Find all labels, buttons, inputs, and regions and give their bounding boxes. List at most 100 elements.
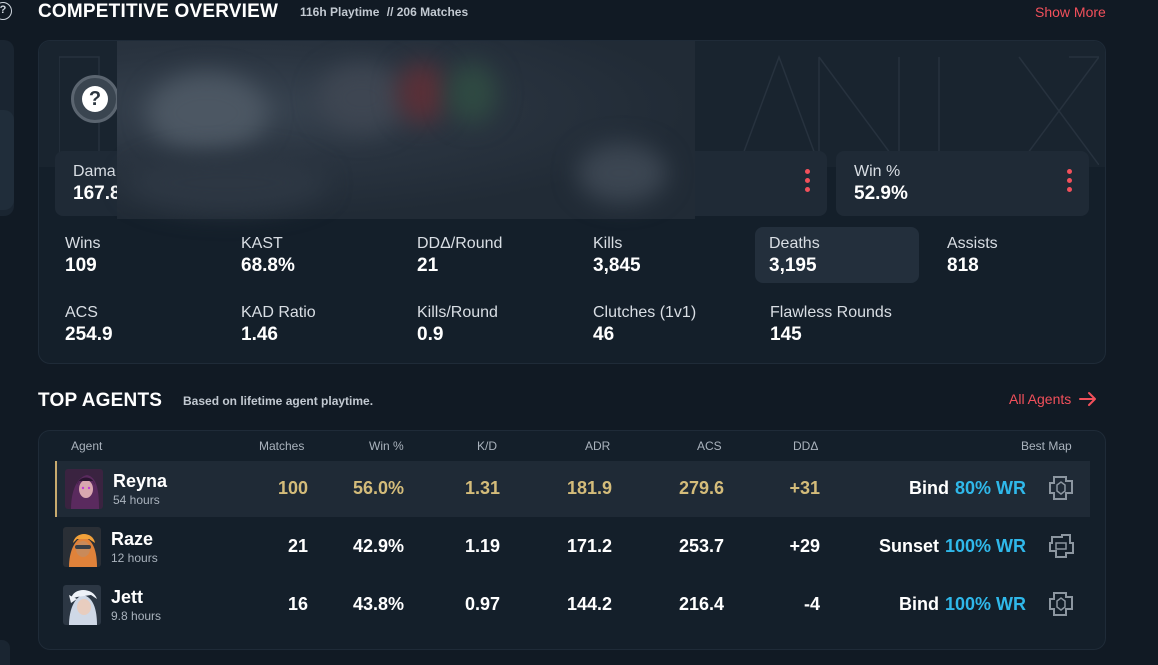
header-kd: K/D: [477, 439, 498, 453]
stat-value: 145: [770, 324, 802, 345]
stat-label: Assists: [947, 235, 998, 252]
best-map-name: Sunset: [878, 536, 939, 556]
help-icon[interactable]: ?: [0, 2, 12, 20]
map-icon: [1049, 592, 1073, 616]
left-panel-bottom-edge: [0, 640, 10, 665]
left-panel-edge-inner: [0, 110, 14, 210]
header-best-map: Best Map: [1021, 439, 1072, 453]
cell-matches: 21: [287, 536, 308, 556]
agent-name: Raze: [111, 529, 154, 549]
stat-clutches: Clutches (1v1) 46: [593, 304, 753, 346]
cell-dd: +29: [789, 536, 820, 556]
stat-kills-round: Kills/Round 0.9: [417, 304, 577, 346]
arrow-right-icon: [1079, 392, 1097, 406]
stat-label: KAD Ratio: [241, 304, 316, 321]
stat-label: ACS: [65, 304, 98, 321]
agent-name: Jett: [111, 587, 144, 607]
cell-adr: 181.9: [566, 478, 612, 498]
agent-name: Reyna: [113, 471, 168, 491]
stat-value: 254.9: [65, 324, 113, 345]
playtime-text: 116h Playtime: [300, 5, 380, 19]
stat-flawless-rounds: Flawless Rounds 145: [770, 304, 970, 346]
matches-text: 206 Matches: [396, 5, 469, 19]
stat-value: 109: [65, 255, 97, 276]
stat-label: KAST: [241, 235, 283, 252]
stat-label: Deaths: [769, 235, 820, 252]
cell-win: 42.9%: [352, 536, 404, 556]
table-row[interactable]: Raze 12 hours 21 42.9% 1.19 171.2 253.7 …: [55, 519, 1090, 575]
map-icon: [1049, 534, 1074, 558]
jett-portrait-icon: [63, 585, 101, 625]
stat-value: 3,195: [769, 255, 817, 276]
stat-value: 1.46: [241, 324, 278, 345]
unranked-question-icon: ?: [82, 86, 108, 112]
kebab-menu-icon[interactable]: [1067, 169, 1073, 195]
rank-icon: ?: [71, 75, 119, 123]
stat-value: 21: [417, 255, 439, 276]
win-pct-stat-card: Win % 52.9%: [836, 151, 1089, 216]
banner-outline-lettering: [59, 55, 1099, 165]
stat-acs: ACS 254.9: [65, 304, 225, 346]
reyna-portrait-icon: [65, 469, 103, 509]
agent-hours: 9.8 hours: [111, 609, 162, 623]
redacted-region: [117, 41, 695, 219]
best-map-wr: 80% WR: [954, 478, 1026, 498]
stat-value: 3,845: [593, 255, 641, 276]
stat-value: 68.8%: [241, 255, 295, 276]
cell-matches: 100: [277, 478, 308, 498]
agent-hours: 12 hours: [111, 551, 158, 565]
stat-label: DDΔ/Round: [417, 235, 503, 252]
win-pct-label: Win %: [854, 163, 901, 180]
best-map-name: Bind: [898, 594, 939, 614]
overview-meta: 116h Playtime // 206 Matches: [300, 5, 468, 19]
table-row[interactable]: Reyna 54 hours 100 56.0% 1.31 181.9 279.…: [55, 461, 1090, 517]
stat-label: Clutches (1v1): [593, 304, 697, 321]
header-adr: ADR: [585, 439, 611, 453]
best-map-wr: 100% WR: [944, 536, 1026, 556]
cell-acs: 253.7: [678, 536, 724, 556]
best-map: Bind 80% WR: [909, 478, 1026, 499]
show-more-link[interactable]: Show More: [1035, 4, 1106, 20]
stat-wins: Wins 109: [65, 235, 225, 277]
best-map: Sunset 100% WR: [879, 536, 1026, 557]
stat-kills: Kills 3,845: [593, 235, 753, 277]
stat-kast: KAST 68.8%: [241, 235, 401, 277]
stat-kad-ratio: KAD Ratio 1.46: [241, 304, 401, 346]
header-matches: Matches: [259, 439, 305, 453]
best-map: Bind 100% WR: [899, 594, 1026, 615]
cell-kd: 1.31: [464, 478, 500, 498]
best-map-wr: 100% WR: [944, 594, 1026, 614]
agent-hours: 54 hours: [113, 493, 160, 507]
competitive-overview-title: COMPETITIVE OVERVIEW: [38, 1, 279, 22]
cell-dd: -4: [803, 594, 820, 614]
all-agents-label: All Agents: [1009, 391, 1072, 407]
cell-kd: 1.19: [464, 536, 500, 556]
header-win: Win %: [369, 439, 404, 453]
cell-adr: 171.2: [566, 536, 612, 556]
table-row[interactable]: Jett 9.8 hours 16 43.8% 0.97 144.2 216.4…: [55, 577, 1090, 633]
stat-assists: Assists 818: [947, 235, 1105, 277]
header-agent: Agent: [71, 439, 103, 453]
header-dd: DDΔ: [793, 439, 819, 453]
damage-value: 167.8: [73, 183, 121, 204]
stat-value: 818: [947, 255, 979, 276]
stat-label: Kills/Round: [417, 304, 498, 321]
cell-matches: 16: [287, 594, 308, 614]
best-map-name: Bind: [908, 478, 949, 498]
raze-portrait-icon: [63, 527, 101, 567]
kebab-menu-icon[interactable]: [805, 169, 811, 195]
all-agents-link[interactable]: All Agents: [1009, 391, 1097, 407]
stat-label: Kills: [593, 235, 623, 252]
stat-value: 0.9: [417, 324, 444, 345]
stat-label: Wins: [65, 235, 101, 252]
cell-acs: 216.4: [678, 594, 724, 614]
map-icon: [1049, 476, 1073, 500]
damage-label: Dama: [73, 163, 116, 180]
cell-dd: +31: [789, 478, 820, 498]
stat-dd-round: DDΔ/Round 21: [417, 235, 577, 277]
cell-acs: 279.6: [678, 478, 724, 498]
cell-kd: 0.97: [464, 594, 500, 614]
stat-deaths: Deaths 3,195: [755, 227, 919, 283]
top-agents-subtitle: Based on lifetime agent playtime.: [183, 394, 374, 408]
agents-table: Agent Matches Win % K/D ADR ACS DDΔ Best…: [38, 430, 1106, 650]
